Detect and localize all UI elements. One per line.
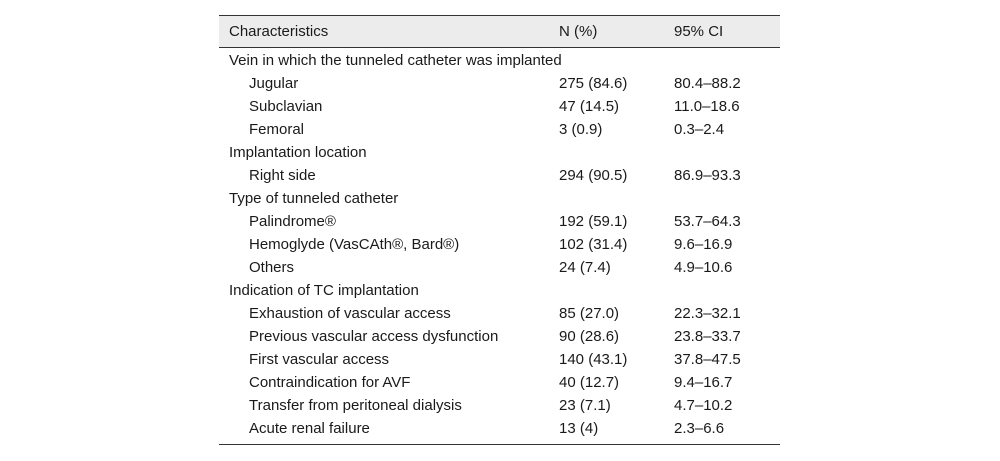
row-n-percent: 13 (4): [559, 420, 599, 437]
table-row: Right side 294 (90.5) 86.9–93.3: [219, 165, 780, 188]
row-ci: 4.9–10.6: [674, 259, 733, 276]
table-bottom-rule: [219, 444, 780, 445]
table-row: First vascular access 140 (43.1) 37.8–47.5: [219, 349, 780, 372]
row-label: Femoral: [249, 121, 305, 138]
row-label: Indication of TC implantation: [229, 282, 419, 299]
row-ci: 2.3–6.6: [674, 420, 725, 437]
row-n-percent: 24 (7.4): [559, 259, 611, 276]
row-ci: 37.8–47.5: [674, 351, 741, 368]
row-ci: 9.4–16.7: [674, 374, 733, 391]
table-row: Hemoglyde (VasCAth®, Bard®) 102 (31.4) 9.6…: [219, 234, 780, 257]
row-n-percent: 102 (31.4): [559, 236, 628, 253]
row-n-percent: 275 (84.6): [559, 75, 628, 92]
row-label: Implantation location: [229, 144, 367, 161]
table-row: Transfer from peritoneal dialysis 23 (7.1…: [219, 395, 780, 418]
row-label: Right side: [249, 167, 316, 184]
row-label: Transfer from peritoneal dialysis: [249, 397, 462, 414]
row-label: Previous vascular access dysfunction: [249, 328, 499, 345]
row-ci: 86.9–93.3: [674, 167, 741, 184]
row-label: Palindrome®: [249, 213, 336, 230]
row-ci: 4.7–10.2: [674, 397, 733, 414]
row-label: Exhaustion of vascular access: [249, 305, 451, 322]
table-header: Characteristics N (%) 95% CI: [219, 16, 780, 47]
row-n-percent: 3 (0.9): [559, 121, 603, 138]
row-label: Acute renal failure: [249, 420, 370, 437]
row-n-percent: 47 (14.5): [559, 98, 620, 115]
row-label: Hemoglyde (VasCAth®, Bard®): [249, 236, 460, 253]
row-ci: 80.4–88.2: [674, 75, 741, 92]
table-row: Contraindication for AVF 40 (12.7) 9.4–16.…: [219, 372, 780, 395]
row-label: Others: [249, 259, 295, 276]
row-n-percent: 294 (90.5): [559, 167, 628, 184]
row-n-percent: 40 (12.7): [559, 374, 620, 391]
table-row: Previous vascular access dysfunction 90 (…: [219, 326, 780, 349]
table-row: Others 24 (7.4) 4.9–10.6: [219, 257, 780, 280]
row-ci: 11.0–18.6: [674, 98, 740, 115]
row-ci: 23.8–33.7: [674, 328, 741, 345]
table-section-row: Implantation location: [219, 142, 780, 165]
row-label: Jugular: [249, 75, 299, 92]
table-row: Palindrome® 192 (59.1) 53.7–64.3: [219, 211, 780, 234]
table-top-rule: [219, 15, 780, 16]
table-row: Jugular 275 (84.6) 80.4–88.2: [219, 73, 780, 96]
table-header-rule: [219, 47, 780, 48]
header-n-percent: N (%): [559, 23, 598, 40]
row-label: First vascular access: [249, 351, 390, 368]
row-ci: 22.3–32.1: [674, 305, 741, 322]
row-n-percent: 192 (59.1): [559, 213, 628, 230]
table-row: Exhaustion of vascular access 85 (27.0) 22…: [219, 303, 780, 326]
row-label: Contraindication for AVF: [249, 374, 411, 391]
row-n-percent: 23 (7.1): [559, 397, 611, 414]
row-n-percent: 140 (43.1): [559, 351, 628, 368]
table-section-row: Type of tunneled catheter: [219, 188, 780, 211]
row-ci: 9.6–16.9: [674, 236, 733, 253]
header-ci: 95% CI: [674, 23, 724, 40]
row-n-percent: 85 (27.0): [559, 305, 620, 322]
table-row: Subclavian 47 (14.5) 11.0–18.6: [219, 96, 780, 119]
table-section-row: Indication of TC implantation: [219, 280, 780, 303]
row-ci: 0.3–2.4: [674, 121, 725, 138]
row-label: Vein in which the tunneled catheter was …: [229, 52, 562, 69]
row-n-percent: 90 (28.6): [559, 328, 620, 345]
table-row: Acute renal failure 13 (4) 2.3–6.6: [219, 418, 780, 441]
row-label: Subclavian: [249, 98, 323, 115]
row-ci: 53.7–64.3: [674, 213, 741, 230]
table-row: Femoral 3 (0.9) 0.3–2.4: [219, 119, 780, 142]
table-section-row: Vein in which the tunneled catheter was …: [219, 50, 780, 73]
row-label: Type of tunneled catheter: [229, 190, 399, 207]
header-characteristics: Characteristics: [229, 23, 329, 40]
